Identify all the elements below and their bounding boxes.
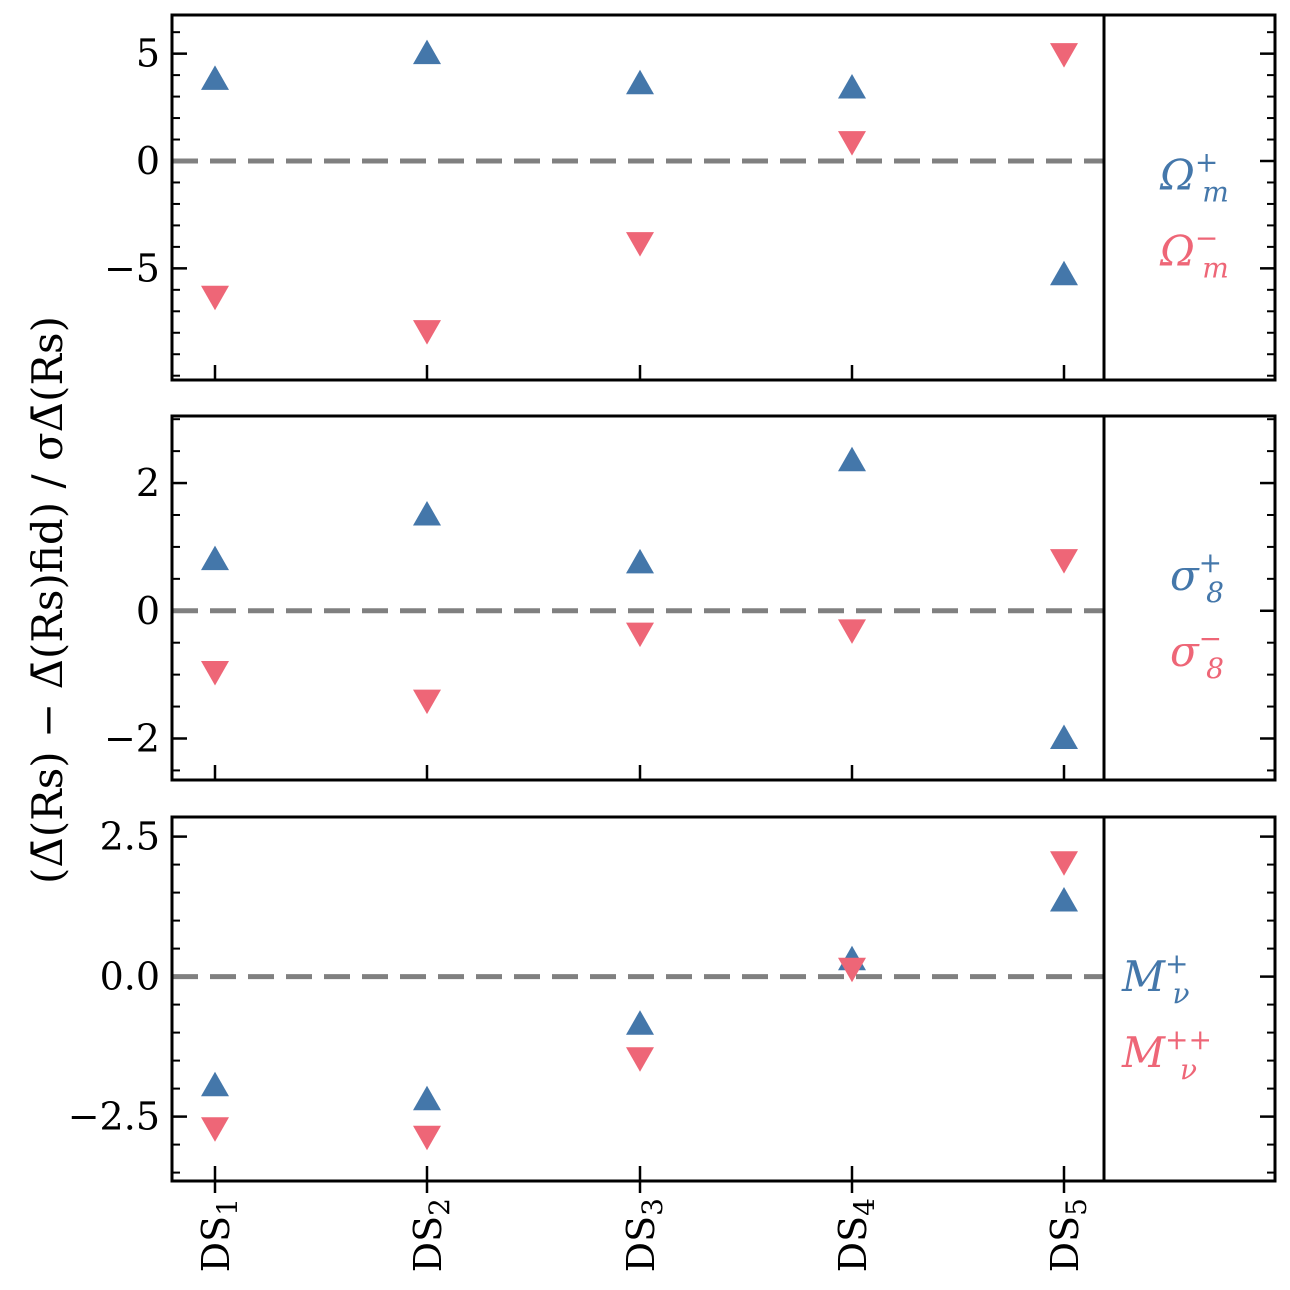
x-category-labels: DS1 DS2 DS3 DS4 DS5 (194, 1198, 1093, 1272)
data-point-triangle-up (1050, 724, 1078, 749)
data-point-triangle-up (838, 446, 866, 472)
data-point-triangle-down (201, 1117, 229, 1142)
y-tick-label: −2.5 (68, 1095, 160, 1139)
legend: σ+ 8σ− 8 (1170, 546, 1224, 685)
data-point-triangle-up (413, 500, 441, 526)
panel-frame (170, 13, 1277, 382)
panel-frame (170, 414, 1277, 782)
data-point-triangle-down (1050, 549, 1078, 574)
data-point-triangle-down (838, 619, 866, 644)
data-point-triangle-down (626, 622, 654, 648)
y-tick-label: −2 (104, 716, 160, 760)
y-tick-label: 0 (136, 139, 160, 183)
data-point-triangle-down (413, 320, 441, 345)
data-point-triangle-up (413, 39, 441, 65)
panel-3: −2.5 0.0 2.5 M+ ν M++ ν (68, 815, 1277, 1193)
data-point-triangle-down (626, 1047, 654, 1072)
x-tick-label: DS3 (619, 1198, 669, 1272)
x-tick-label: DS1 (194, 1198, 244, 1272)
panel-1: −5 0 5 Ω+ m Ω− m (104, 13, 1277, 382)
legend: M+ ν M++ ν (1121, 947, 1212, 1086)
data-point-triangle-up (201, 545, 229, 571)
data-point-triangle-up (413, 1085, 441, 1111)
data-point-triangle-down (413, 689, 441, 715)
x-tick-label: DS4 (831, 1198, 881, 1272)
legend-entry: σ+ 8 (1170, 546, 1224, 609)
y-tick-label: 0 (136, 589, 160, 633)
y-tick-label: 2.5 (100, 815, 160, 859)
data-point-triangle-down (838, 131, 866, 156)
legend-entry: M+ ν (1121, 947, 1190, 1010)
data-point-triangle-up (626, 69, 654, 95)
legend-entry: M++ ν (1121, 1023, 1212, 1086)
data-point-triangle-up (201, 65, 229, 90)
data-point-triangle-up (626, 1010, 654, 1035)
data-point-triangle-up (626, 548, 654, 574)
data-point-triangle-down (201, 285, 229, 311)
y-tick-label: 0.0 (100, 955, 160, 999)
data-point-triangle-down (1050, 43, 1078, 68)
data-point-triangle-down (413, 1125, 441, 1151)
data-point-triangle-up (1050, 260, 1078, 286)
data-point-triangle-up (838, 74, 866, 99)
legend-entry: Ω+ m (1159, 146, 1229, 209)
y-tick-label: 5 (136, 32, 160, 76)
data-point-triangle-up (1050, 887, 1078, 912)
x-tick-label: DS2 (406, 1198, 456, 1272)
legend-entry: Ω− m (1159, 222, 1229, 285)
legend-entry: σ− 8 (1170, 622, 1224, 685)
data-point-triangle-down (838, 957, 866, 983)
x-tick-label: DS5 (1043, 1198, 1093, 1272)
panel-frame (170, 815, 1277, 1183)
y-tick-label: 2 (136, 461, 160, 505)
y-axis-label: (Δ̄(Rs) − Δ̄(Rs)fid) / σΔ̄(Rs) (23, 316, 72, 884)
data-point-triangle-down (201, 660, 229, 686)
data-point-triangle-down (1050, 851, 1078, 876)
legend: Ω+ m Ω− m (1159, 146, 1229, 285)
y-tick-label: −5 (104, 246, 160, 290)
data-point-triangle-down (626, 232, 654, 257)
data-point-triangle-up (201, 1071, 229, 1097)
